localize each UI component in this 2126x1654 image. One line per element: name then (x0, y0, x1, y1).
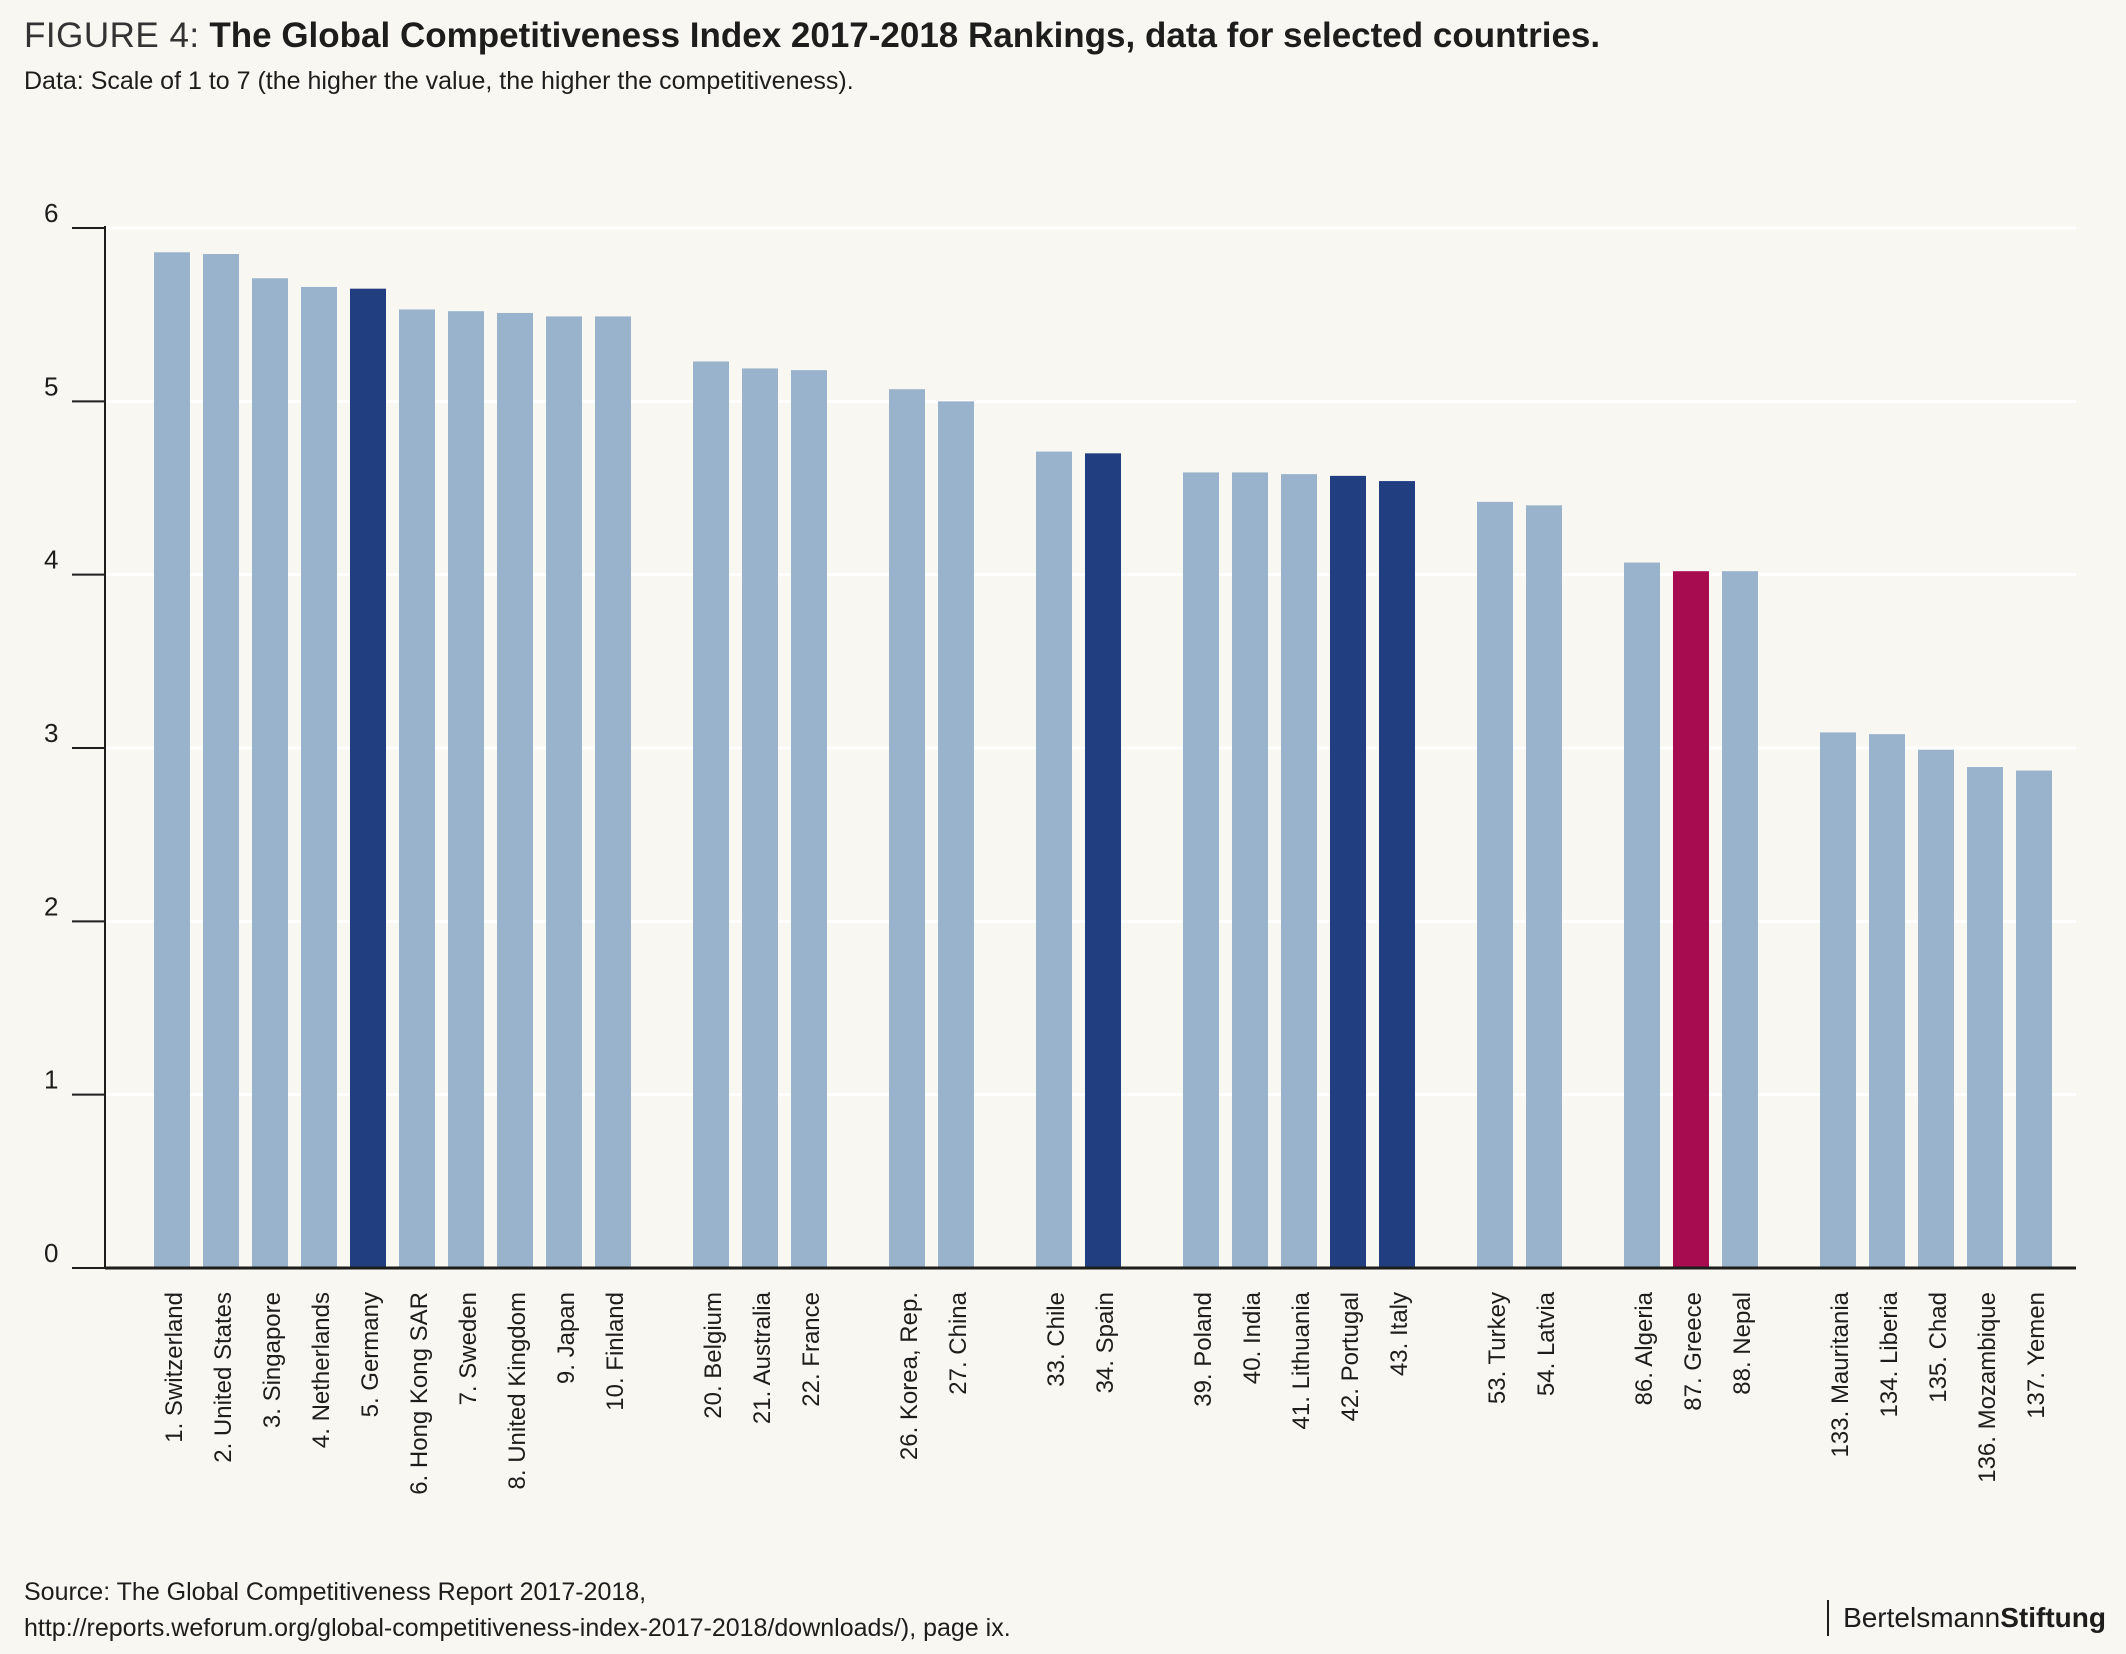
bar-88-nepal (1722, 571, 1758, 1268)
x-label-133-mauritania: 133. Mauritania (1827, 1291, 1854, 1457)
x-label-6-hong-kong-sar: 6. Hong Kong SAR (406, 1292, 433, 1495)
bar-33-chile (1036, 451, 1072, 1269)
bar-27-china (938, 401, 974, 1268)
y-tick-label-3: 3 (44, 718, 58, 748)
bar-40-india (1232, 472, 1268, 1268)
bar-43-italy (1379, 481, 1415, 1269)
bar-3-singapore (252, 278, 288, 1268)
x-label-43-italy: 43. Italy (1386, 1292, 1413, 1376)
x-label-20-belgium: 20. Belgium (700, 1292, 727, 1419)
brand-logo: BertelsmannStiftung (1827, 1600, 2106, 1636)
chart-subtitle: Data: Scale of 1 to 7 (the higher the va… (24, 67, 854, 95)
y-tick-label-5: 5 (44, 371, 58, 401)
bar-39-poland (1183, 472, 1219, 1268)
x-label-34-spain: 34. Spain (1092, 1292, 1119, 1393)
x-label-87-greece: 87. Greece (1680, 1292, 1707, 1411)
brand-part-1: Bertelsmann (1843, 1602, 2001, 1633)
x-label-5-germany: 5. Germany (357, 1292, 384, 1417)
y-tick-label-1: 1 (44, 1065, 58, 1095)
bar-54-latvia (1526, 505, 1562, 1268)
x-label-7-sweden: 7. Sweden (455, 1292, 482, 1405)
x-label-8-united-kingdom: 8. United Kingdom (504, 1292, 531, 1489)
bar-42-portugal (1330, 475, 1366, 1268)
x-label-39-poland: 39. Poland (1190, 1292, 1217, 1407)
bar-86-algeria (1624, 562, 1660, 1268)
chart-title: FIGURE 4: The Global Competitiveness Ind… (24, 14, 1600, 58)
x-axis-labels: 1. Switzerland 2. United States 3. Singapo… (161, 1291, 2050, 1494)
y-axis-ticks: 0 1 2 3 4 5 6 (44, 198, 105, 1269)
bar-7-sweden (448, 311, 484, 1268)
x-label-26-korea-rep: 26. Korea, Rep. (896, 1292, 923, 1460)
bar-2-united-states (203, 254, 239, 1268)
x-label-22-france: 22. France (798, 1292, 825, 1407)
y-tick-label-2: 2 (44, 891, 58, 921)
figure-title: The Global Competitiveness Index 2017-20… (209, 16, 1601, 55)
x-label-42-portugal: 42. Portugal (1337, 1292, 1364, 1421)
x-label-137-yemen: 137. Yemen (2023, 1292, 2050, 1419)
bar-20-belgium (693, 361, 729, 1268)
bar-137-yemen (2016, 770, 2052, 1268)
bar-53-turkey (1477, 501, 1513, 1268)
bar-21-australia (742, 368, 778, 1268)
bar-41-lithuania (1281, 474, 1317, 1269)
brand-part-2: Stiftung (2000, 1602, 2106, 1633)
source-note: Source: The Global Competitiveness Repor… (24, 1574, 1011, 1646)
bar-134-liberia (1869, 734, 1905, 1268)
bar-10-finland (595, 316, 631, 1268)
source-line-1: Source: The Global Competitiveness Repor… (24, 1578, 647, 1606)
figure-number: FIGURE 4: (24, 16, 200, 55)
x-label-41-lithuania: 41. Lithuania (1288, 1291, 1315, 1429)
x-label-2-united-states: 2. United States (210, 1292, 237, 1463)
y-tick-label-4: 4 (44, 545, 58, 575)
x-label-134-liberia: 134. Liberia (1876, 1291, 1903, 1417)
x-label-40-india: 40. India (1239, 1291, 1266, 1384)
bar-1-switzerland (154, 252, 190, 1268)
x-label-33-chile: 33. Chile (1043, 1292, 1070, 1387)
bar-133-mauritania (1820, 732, 1856, 1268)
axes (104, 226, 2076, 1270)
x-label-3-singapore: 3. Singapore (259, 1292, 286, 1428)
source-line-2: http://reports.weforum.org/global-compet… (24, 1614, 1011, 1642)
bar-chart: 0 1 2 3 4 5 6 1. Switzerland 2. United States 3.… (44, 198, 2076, 1495)
x-label-88-nepal: 88. Nepal (1729, 1292, 1756, 1395)
y-tick-label-0: 0 (44, 1238, 58, 1268)
x-label-53-turkey: 53. Turkey (1484, 1292, 1511, 1404)
bar-34-spain (1085, 453, 1121, 1268)
y-tick-label-6: 6 (44, 198, 58, 228)
bars (154, 252, 2052, 1269)
bar-4-netherlands (301, 286, 337, 1268)
x-label-135-chad: 135. Chad (1925, 1292, 1952, 1403)
x-label-27-china: 27. China (945, 1291, 972, 1394)
x-label-1-switzerland: 1. Switzerland (161, 1292, 188, 1443)
x-label-21-australia: 21. Australia (749, 1291, 776, 1424)
bar-22-france (791, 370, 827, 1269)
x-label-10-finland: 10. Finland (602, 1292, 629, 1411)
bar-87-greece (1673, 571, 1709, 1268)
bar-136-mozambique (1967, 767, 2003, 1268)
bar-135-chad (1918, 749, 1954, 1268)
bar-8-united-kingdom (497, 312, 533, 1268)
bar-9-japan (546, 316, 582, 1268)
bar-6-hong-kong-sar (399, 309, 435, 1268)
x-label-9-japan: 9. Japan (553, 1292, 580, 1384)
x-label-4-netherlands: 4. Netherlands (308, 1292, 335, 1448)
bar-26-korea-rep (889, 389, 925, 1268)
x-label-86-algeria: 86. Algeria (1631, 1291, 1658, 1405)
x-label-54-latvia: 54. Latvia (1533, 1291, 1560, 1396)
x-label-136-mozambique: 136. Mozambique (1974, 1292, 2001, 1483)
bar-5-germany (350, 288, 386, 1269)
